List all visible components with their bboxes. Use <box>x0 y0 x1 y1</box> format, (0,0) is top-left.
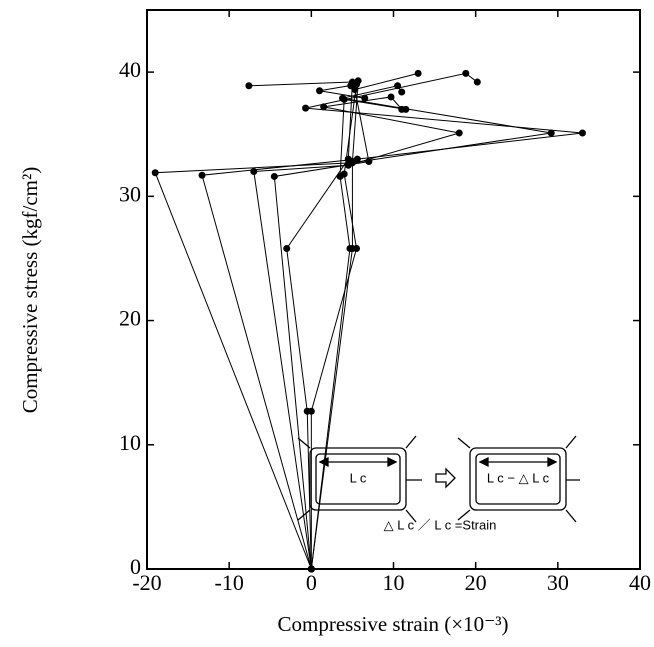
y-tick-label: 40 <box>119 57 141 82</box>
data-point <box>340 95 348 103</box>
data-point <box>462 69 470 77</box>
series-line <box>248 81 353 570</box>
data-point <box>151 169 159 177</box>
series-line <box>253 96 460 570</box>
data-point <box>283 245 291 253</box>
data-point <box>347 82 355 90</box>
data-point <box>547 129 555 137</box>
x-axis-label: Compressive strain (×10⁻³) <box>277 612 508 636</box>
x-tick-label: 30 <box>547 570 569 595</box>
data-point <box>336 172 344 180</box>
y-tick-label: 30 <box>119 181 141 206</box>
y-tick-label: 20 <box>119 306 141 331</box>
x-tick-label: 20 <box>465 570 487 595</box>
data-point <box>348 245 356 253</box>
annotation: L c <box>350 470 367 485</box>
data-point <box>316 87 324 95</box>
series-line <box>310 79 359 570</box>
data-point <box>402 105 410 113</box>
series-line <box>201 72 583 570</box>
x-tick-label: -10 <box>215 570 244 595</box>
data-point <box>270 172 278 180</box>
data-point <box>307 407 315 415</box>
data-point <box>398 88 406 96</box>
data-point <box>473 78 481 86</box>
y-tick-label: 0 <box>130 554 141 579</box>
x-tick-label: 10 <box>383 570 405 595</box>
annotation: L c − △ L c <box>487 470 550 485</box>
data-point <box>361 94 369 102</box>
data-point <box>354 77 362 85</box>
data-point <box>198 171 206 179</box>
series-line <box>310 98 406 570</box>
data-point <box>578 129 586 137</box>
data-point <box>307 565 315 573</box>
data-point <box>245 82 253 90</box>
x-tick-label: 40 <box>629 570 651 595</box>
y-tick-label: 10 <box>119 430 141 455</box>
data-point <box>414 69 422 77</box>
x-tick-label: -20 <box>132 570 161 595</box>
data-point <box>365 158 373 166</box>
data-point <box>387 93 395 101</box>
data-point <box>250 167 258 175</box>
data-point <box>348 158 356 166</box>
x-tick-label: 0 <box>306 570 317 595</box>
data-point <box>302 104 310 112</box>
data-point <box>455 129 463 137</box>
y-axis-label: Compressive stress (kgf/cm²) <box>18 167 42 414</box>
data-point <box>320 103 328 111</box>
annotation: △ L c ／ L c =Strain <box>384 517 497 532</box>
